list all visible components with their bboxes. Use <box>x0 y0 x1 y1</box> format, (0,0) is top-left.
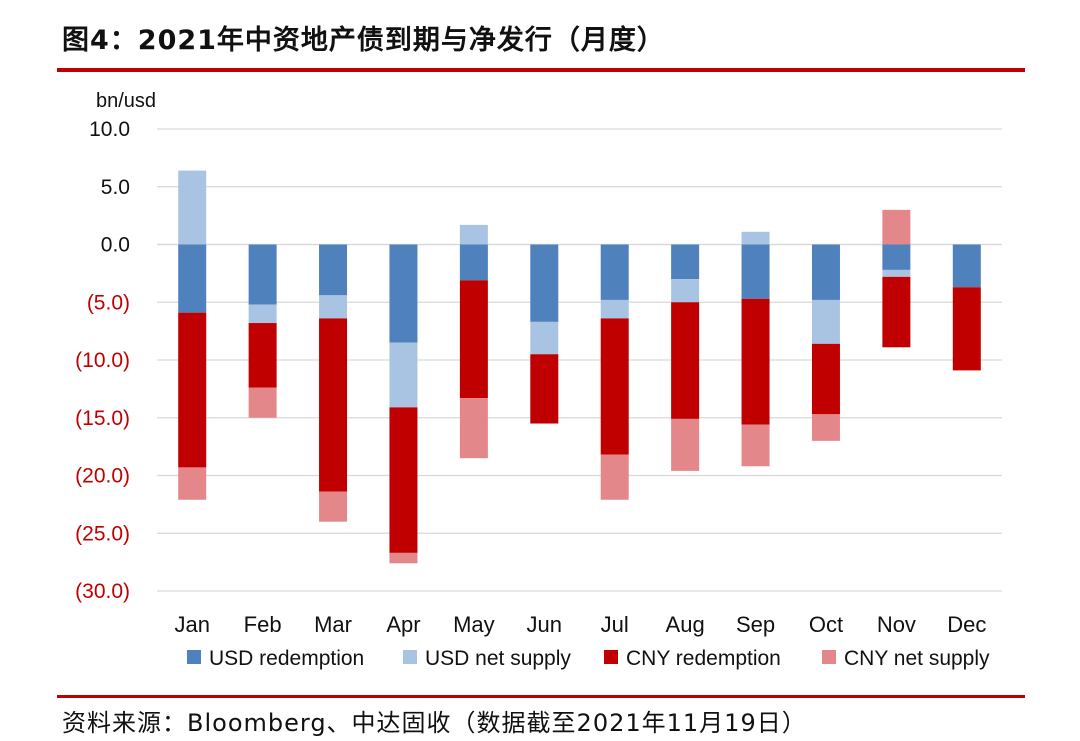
bar-segment <box>671 302 700 419</box>
bar-segment <box>741 298 770 425</box>
legend-label: USD net supply <box>425 647 571 670</box>
legend-label: CNY net supply <box>844 647 990 670</box>
bars <box>178 170 981 564</box>
bar-segment <box>459 244 488 281</box>
bar-segment <box>178 170 207 245</box>
legend: USD redemption USD net supply CNY redempti… <box>187 647 990 670</box>
y-tick-label: (20.0) <box>75 465 130 488</box>
bar-segment <box>671 418 700 471</box>
y-tick-label: 10.0 <box>89 118 130 141</box>
bar-segment <box>882 209 911 245</box>
y-axis-label: bn/usd <box>96 90 156 112</box>
bar-segment <box>319 244 348 296</box>
bar-segment <box>389 244 418 343</box>
bar-segment <box>459 398 488 459</box>
x-tick-label: Sep <box>736 612 775 637</box>
bar-segment <box>178 467 207 500</box>
legend-swatch <box>403 650 417 664</box>
bar-segment <box>811 299 840 344</box>
bar-segment <box>882 244 911 270</box>
y-tick-label: (10.0) <box>75 349 130 372</box>
bar-segment <box>389 552 418 564</box>
bar-segment <box>178 312 207 468</box>
x-tick-label: Nov <box>877 612 916 637</box>
y-tick-label: (25.0) <box>75 522 130 545</box>
bar-segment <box>741 424 770 467</box>
x-tick-label: Feb <box>244 612 282 637</box>
source-divider <box>57 695 1025 698</box>
y-tick-label: (30.0) <box>75 580 130 603</box>
bar-segment <box>600 299 629 319</box>
bar-segment <box>811 244 840 300</box>
legend-label: CNY redemption <box>626 647 781 670</box>
x-tick-label: Jan <box>174 612 209 637</box>
x-tick-label: Apr <box>386 612 420 637</box>
bar-segment <box>248 244 277 305</box>
y-axis-ticks: 10.0 5.0 0.0 (5.0) (10.0) (15.0) (20.0) (25.0) (… <box>75 118 130 603</box>
bar-segment <box>319 318 348 492</box>
x-tick-label: Oct <box>809 612 843 637</box>
y-tick-label: (5.0) <box>87 291 130 314</box>
x-tick-label: May <box>453 612 495 637</box>
y-tick-label: 0.0 <box>101 234 130 257</box>
bar-segment <box>248 323 277 388</box>
bar-segment <box>882 269 911 277</box>
bar-segment <box>741 231 770 245</box>
y-tick-label: 5.0 <box>101 176 130 199</box>
title-divider <box>57 68 1025 72</box>
bar-segment <box>319 491 348 522</box>
legend-swatch <box>604 650 618 664</box>
gridlines <box>157 128 1002 592</box>
bar-segment <box>389 407 418 553</box>
bar-segment <box>811 414 840 441</box>
bar-segment <box>530 354 559 424</box>
bar-segment <box>882 276 911 348</box>
y-tick-label: (15.0) <box>75 407 130 430</box>
x-axis-labels: Jan Feb Mar Apr May Jun Jul Aug Sep Oct Nov Dec <box>174 612 986 637</box>
x-tick-label: Jul <box>601 612 629 637</box>
bar-segment <box>178 244 207 313</box>
bar-segment <box>248 304 277 324</box>
x-tick-label: Aug <box>666 612 705 637</box>
source-note: 资料来源：Bloomberg、中达固收（数据截至2021年11月19日） <box>62 709 807 737</box>
bar-segment <box>389 342 418 408</box>
bar-segment <box>600 318 629 455</box>
bar-segment <box>459 280 488 399</box>
bar-segment <box>671 279 700 303</box>
bar-segment <box>741 244 770 299</box>
bar-segment <box>671 244 700 280</box>
x-tick-label: Mar <box>314 612 352 637</box>
chart-title: 图4：2021年中资地产债到期与净发行（月度） <box>62 25 665 56</box>
bar-segment <box>952 287 981 371</box>
x-tick-label: Dec <box>947 612 986 637</box>
bar-segment <box>811 343 840 415</box>
bar-segment <box>600 244 629 300</box>
legend-swatch <box>187 650 201 664</box>
bar-segment <box>248 387 277 418</box>
legend-label: USD redemption <box>209 647 364 670</box>
bar-segment <box>459 224 488 245</box>
x-tick-label: Jun <box>527 612 562 637</box>
bar-segment <box>319 295 348 319</box>
bar-segment <box>952 244 981 288</box>
bar-segment <box>600 454 629 500</box>
bar-segment <box>530 321 559 355</box>
legend-swatch <box>822 650 836 664</box>
bar-segment <box>530 244 559 322</box>
